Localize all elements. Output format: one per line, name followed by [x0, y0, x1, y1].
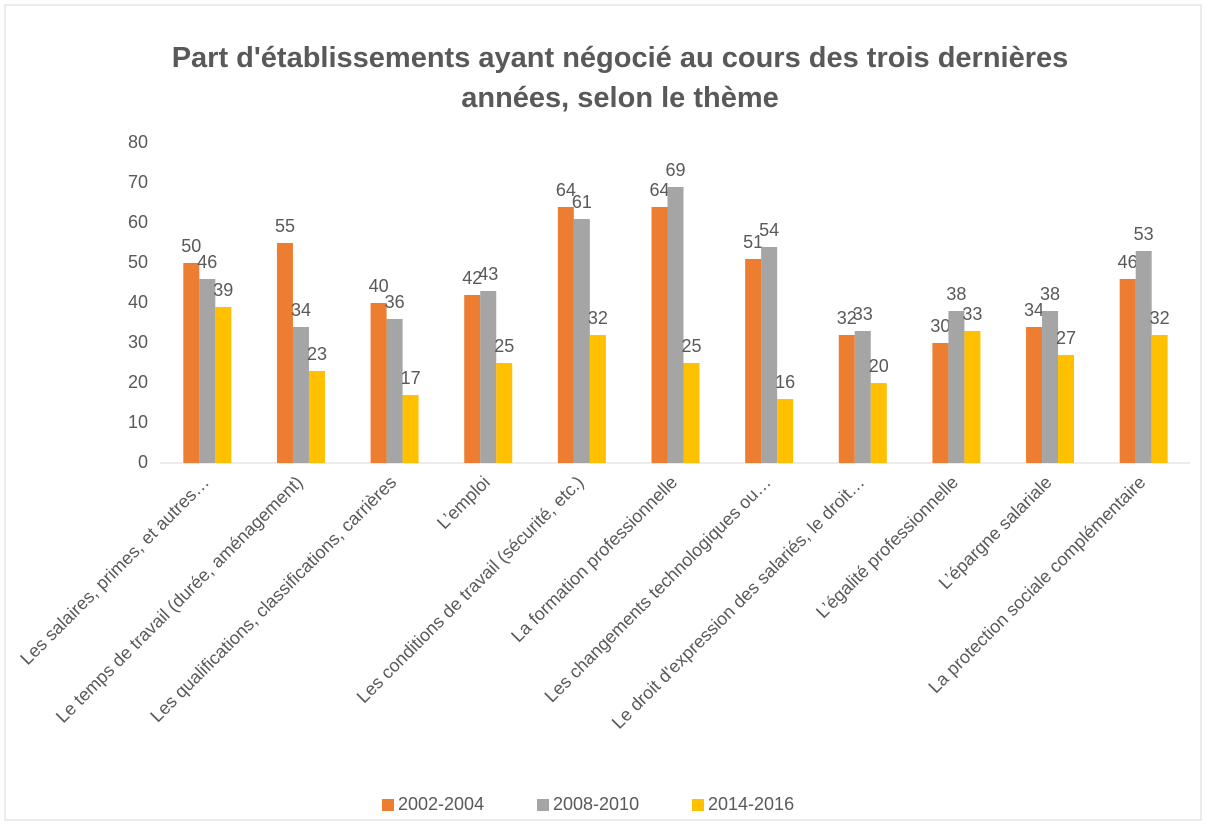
- data-label: 30: [930, 316, 950, 336]
- data-label: 64: [649, 180, 669, 200]
- bar: [683, 363, 700, 463]
- data-label: 39: [213, 280, 233, 300]
- bar: [870, 383, 887, 463]
- legend-label: 2008-2010: [553, 794, 639, 814]
- bar: [1119, 279, 1136, 463]
- bar: [308, 371, 325, 463]
- data-label: 36: [385, 292, 405, 312]
- data-label: 51: [743, 232, 763, 252]
- data-label: 23: [307, 344, 327, 364]
- bar: [1026, 327, 1043, 463]
- bar: [838, 335, 855, 463]
- data-label: 61: [572, 192, 592, 212]
- bar: [496, 363, 513, 463]
- data-label: 20: [869, 356, 889, 376]
- y-tick-label: 80: [128, 132, 148, 152]
- legend-label: 2014-2016: [708, 794, 794, 814]
- data-label: 69: [665, 160, 685, 180]
- bar: [292, 327, 309, 463]
- data-label: 46: [1118, 252, 1138, 272]
- bar: [589, 335, 606, 463]
- y-tick-label: 10: [128, 412, 148, 432]
- bar: [932, 343, 949, 463]
- data-label: 25: [494, 336, 514, 356]
- data-label: 38: [1040, 284, 1060, 304]
- data-label: 43: [478, 264, 498, 284]
- bar: [370, 303, 387, 463]
- bar: [1058, 355, 1075, 463]
- y-tick-label: 60: [128, 212, 148, 232]
- data-label: 50: [181, 236, 201, 256]
- bar: [199, 279, 216, 463]
- data-label: 54: [759, 220, 779, 240]
- legend-swatch: [382, 799, 394, 811]
- bar: [777, 399, 794, 463]
- y-tick-label: 30: [128, 332, 148, 352]
- bar: [854, 331, 871, 463]
- data-label: 46: [197, 252, 217, 272]
- bar: [464, 295, 481, 463]
- bar: [557, 207, 574, 463]
- legend-swatch: [537, 799, 549, 811]
- data-label: 38: [946, 284, 966, 304]
- bar: [667, 187, 684, 463]
- bar: [183, 263, 200, 463]
- legend-swatch: [692, 799, 704, 811]
- y-tick-label: 50: [128, 252, 148, 272]
- bar: [651, 207, 668, 463]
- data-label: 33: [853, 304, 873, 324]
- data-label: 34: [1024, 300, 1044, 320]
- bar: [386, 319, 403, 463]
- legend-label: 2002-2004: [398, 794, 484, 814]
- bar: [745, 259, 762, 463]
- chart-title: Part d'établissements ayant négocié au c…: [171, 42, 1069, 114]
- bar: [964, 331, 981, 463]
- bar: [761, 247, 778, 463]
- data-label: 55: [275, 216, 295, 236]
- bar: [480, 291, 497, 463]
- data-label: 32: [588, 308, 608, 328]
- data-label: 25: [681, 336, 701, 356]
- bar: [573, 219, 590, 463]
- data-label: 32: [837, 308, 857, 328]
- bar: [276, 243, 293, 463]
- data-label: 64: [556, 180, 576, 200]
- bar: [1135, 251, 1152, 463]
- y-tick-label: 70: [128, 172, 148, 192]
- data-label: 42: [462, 268, 482, 288]
- data-label: 53: [1134, 224, 1154, 244]
- data-label: 32: [1150, 308, 1170, 328]
- data-label: 17: [401, 368, 421, 388]
- data-label: 16: [775, 372, 795, 392]
- bar: [215, 307, 232, 463]
- data-label: 33: [962, 304, 982, 324]
- data-label: 40: [369, 276, 389, 296]
- y-tick-label: 40: [128, 292, 148, 312]
- bar: [402, 395, 419, 463]
- data-label: 34: [291, 300, 311, 320]
- data-label: 27: [1056, 328, 1076, 348]
- bar: [948, 311, 965, 463]
- bar: [1151, 335, 1168, 463]
- bar: [1042, 311, 1059, 463]
- y-tick-label: 0: [138, 452, 148, 472]
- y-tick-label: 20: [128, 372, 148, 392]
